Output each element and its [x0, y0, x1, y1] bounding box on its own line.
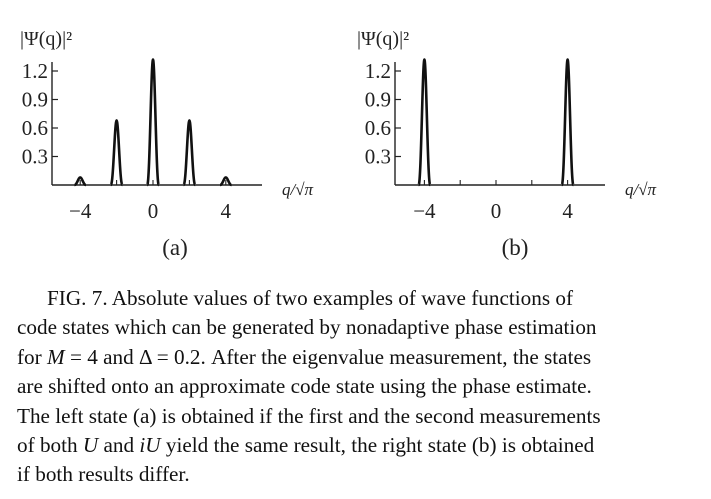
y-tick-label: 0.6 [365, 116, 391, 140]
caption-text: = 4 and Δ = 0.2. After the eigenvalue me… [64, 344, 592, 369]
y-tick-label: 0.9 [22, 88, 48, 112]
peak-mark [145, 58, 161, 187]
y-tick-label: 0.6 [22, 116, 48, 140]
caption-line-3: for M = 4 and Δ = 0.2. After the eigenva… [17, 343, 671, 372]
y-tick-label: 0.9 [365, 88, 391, 112]
y-tick-label: 0.3 [22, 145, 48, 169]
peak-mark [74, 176, 87, 187]
caption-text: for [17, 344, 48, 369]
x-tick-label: 0 [148, 199, 159, 223]
caption-text: and [98, 433, 140, 458]
peak-mark [417, 58, 432, 187]
y-tick-label: 1.2 [365, 59, 391, 83]
caption-symbol-iU: iU [139, 433, 161, 458]
figure-panel-b: |Ψ(q)|² 1.2 0.9 0.6 0.3 −4 0 4 q/√π (b) [355, 0, 711, 270]
caption-line-5: The left state (a) is obtained if the fi… [17, 403, 601, 428]
y-tick-label: 0.3 [365, 145, 391, 169]
panel-label: (b) [502, 235, 529, 260]
chart-a: |Ψ(q)|² 1.2 0.9 0.6 0.3 −4 0 4 q/√π (a) [20, 28, 314, 260]
caption-line-1: FIG. 7. Absolute values of two examples … [47, 286, 574, 310]
caption-symbol-U: U [82, 433, 99, 458]
peak-mark [182, 119, 197, 187]
peak-mark [219, 176, 232, 187]
y-tick-label: 1.2 [22, 59, 48, 83]
caption-text: of both [17, 433, 83, 458]
x-tick-label: 4 [221, 199, 232, 223]
panel-label: (a) [162, 235, 188, 260]
x-tick-label: −4 [413, 199, 436, 223]
y-axis-label: |Ψ(q)|² [357, 28, 409, 50]
x-axis-label: q/√π [282, 180, 314, 199]
caption-text: yield the same result, the right state (… [160, 433, 595, 458]
caption-symbol-M: M [47, 344, 65, 369]
y-axis-label: |Ψ(q)|² [20, 28, 72, 50]
x-tick-label: 0 [491, 199, 502, 223]
x-tick-label: 4 [562, 199, 573, 223]
caption-line-2: code states which can be generated by no… [17, 315, 597, 340]
x-tick-label: −4 [69, 199, 92, 223]
caption-line-4: are shifted onto an approximate code sta… [17, 374, 592, 399]
caption-line-6: of both U and iU yield the same result, … [17, 431, 671, 460]
peak-mark [560, 58, 575, 187]
peak-mark [109, 119, 124, 187]
caption-line-7: if both results differ. [17, 462, 190, 487]
figure-caption: FIG. 7. Absolute values of two examples … [17, 284, 671, 490]
x-axis-label: q/√π [625, 180, 657, 199]
figure-panel-a: |Ψ(q)|² 1.2 0.9 0.6 0.3 −4 0 4 q/√π (a) [0, 0, 355, 270]
chart-b: |Ψ(q)|² 1.2 0.9 0.6 0.3 −4 0 4 q/√π (b) [357, 28, 657, 260]
